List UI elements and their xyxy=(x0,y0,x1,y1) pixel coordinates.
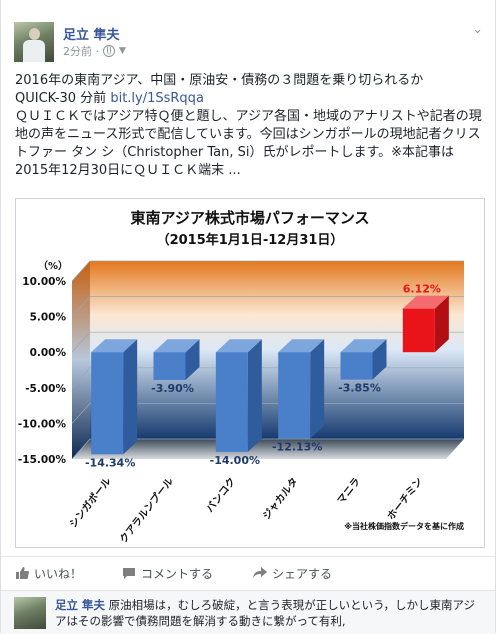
bar xyxy=(153,352,186,380)
x-tick-label: ジャカルタ xyxy=(261,475,301,521)
bar xyxy=(278,352,311,439)
grid-line-side xyxy=(71,260,91,282)
x-tick-label: クアラルンプール xyxy=(117,475,176,546)
data-label: -14.00% xyxy=(210,454,260,467)
share-icon xyxy=(253,567,268,578)
x-tick-label: シンガポール xyxy=(66,475,113,530)
thumbs-up-icon xyxy=(16,567,29,579)
bar-side xyxy=(123,339,138,455)
y-tick-label: -15.00% xyxy=(18,454,67,466)
comment-label: コメントする xyxy=(141,566,214,581)
caret-down-icon[interactable]: ▼ xyxy=(119,46,126,56)
data-label: -14.34% xyxy=(85,456,135,469)
performance-chart: 東南アジア株式市場パフォーマンス （2015年1月1日-12月31日） （%） … xyxy=(18,209,464,546)
bar-top xyxy=(278,339,325,353)
x-tick-label: マニラ xyxy=(335,475,363,506)
grid-line-side xyxy=(71,331,91,353)
author-name[interactable]: 足立 隼夫 xyxy=(63,28,120,43)
post-text: 2016年の東南アジア、中国・原油安・債務の３問題を乗り切られるか QUICK-… xyxy=(15,72,485,180)
bar xyxy=(402,308,435,353)
comment-text: 足立 隼夫 原油相場は，むしろ破綻，と言う表現が正しいという，しかし東南アジアは… xyxy=(55,597,485,629)
author-avatar[interactable] xyxy=(14,22,54,62)
comment-icon xyxy=(123,568,136,579)
comment-body: 原油相場は，むしろ破綻，と言う表現が正しいという，しかし東南アジアはその影響で債… xyxy=(55,598,476,628)
post-timestamp[interactable]: 2分前 · xyxy=(63,45,99,58)
post-body: ＱＵＩＣＫではアジア特Ｑ便と題し、アジア各国・地域のアナリストや記者の現地の声を… xyxy=(15,109,482,178)
share-button[interactable]: シェアする xyxy=(253,565,332,582)
bar-side xyxy=(434,295,449,353)
source-label: QUICK-30 分前 xyxy=(15,91,111,106)
post-link[interactable]: bit.ly/1SsRqqa xyxy=(110,91,204,106)
bar-top xyxy=(340,339,387,353)
post-meta: 2分前 · ▼ xyxy=(63,43,126,59)
commenter-name[interactable]: 足立 隼夫 xyxy=(55,598,106,612)
share-label: シェアする xyxy=(272,566,333,581)
post-text-line1: 2016年の東南アジア、中国・原油安・債務の３問題を乗り切られるか xyxy=(15,73,424,88)
bar-top xyxy=(402,295,449,309)
bar-top xyxy=(91,339,138,353)
chevron-down-icon[interactable]: ⌄ xyxy=(472,22,483,37)
x-tick-label: ホーチミン xyxy=(385,475,425,522)
data-label: 6.12% xyxy=(403,283,441,296)
y-tick-label: 5.00% xyxy=(30,312,67,324)
like-button[interactable]: いいね！ xyxy=(15,565,82,582)
bar xyxy=(91,352,124,455)
plot-area: 10.00% 5.00% 0.00% -5.00% -10.00% -15.00% -14.… xyxy=(18,260,464,546)
like-label: いいね！ xyxy=(34,566,83,581)
bar-side xyxy=(247,339,262,452)
grid-line-side xyxy=(71,367,91,389)
chart-title: 東南アジア株式市場パフォーマンス xyxy=(130,209,369,227)
bar-side xyxy=(310,339,325,439)
chart-subtitle: （2015年1月1日-12月31日） xyxy=(157,232,344,248)
y-tick-label: -5.00% xyxy=(25,383,66,395)
chart-note: ※当社株価指数データを基に作成 xyxy=(344,521,464,531)
chart-floor xyxy=(72,439,464,459)
y-unit-label: （%） xyxy=(38,259,68,272)
bar xyxy=(215,352,248,452)
bar-top xyxy=(215,339,262,353)
data-label: -3.90% xyxy=(151,382,194,395)
comment-section: 足立 隼夫 原油相場は，むしろ破綻，と言う表現が正しいという，しかし東南アジアは… xyxy=(1,590,495,634)
grid-line-side xyxy=(71,438,91,460)
bar-side xyxy=(372,339,387,380)
data-label: -3.85% xyxy=(338,382,381,395)
y-tick-label: 0.00% xyxy=(30,347,67,359)
grid-line-side xyxy=(71,403,91,424)
post-text-line2: QUICK-30 分前 bit.ly/1SsRqqa xyxy=(15,90,485,108)
data-label: -12.13% xyxy=(272,441,322,454)
bar-top xyxy=(153,339,200,353)
chart-card[interactable]: 東南アジア株式市場パフォーマンス （2015年1月1日-12月31日） （%） … xyxy=(15,198,485,548)
x-tick-label: バンコク xyxy=(204,475,238,514)
chart-side-wall xyxy=(72,261,90,459)
y-tick-label: 10.00% xyxy=(22,276,66,288)
grid-line-side xyxy=(71,296,91,317)
chart-back-wall xyxy=(90,261,464,439)
comment-button[interactable]: コメントする xyxy=(122,565,213,582)
commenter-avatar[interactable] xyxy=(14,597,46,629)
globe-icon[interactable] xyxy=(103,45,115,57)
bar xyxy=(340,352,373,380)
bar-side xyxy=(185,339,200,380)
action-bar: いいね！ コメントする シェアする xyxy=(1,556,495,589)
y-tick-label: -10.00% xyxy=(18,418,67,430)
